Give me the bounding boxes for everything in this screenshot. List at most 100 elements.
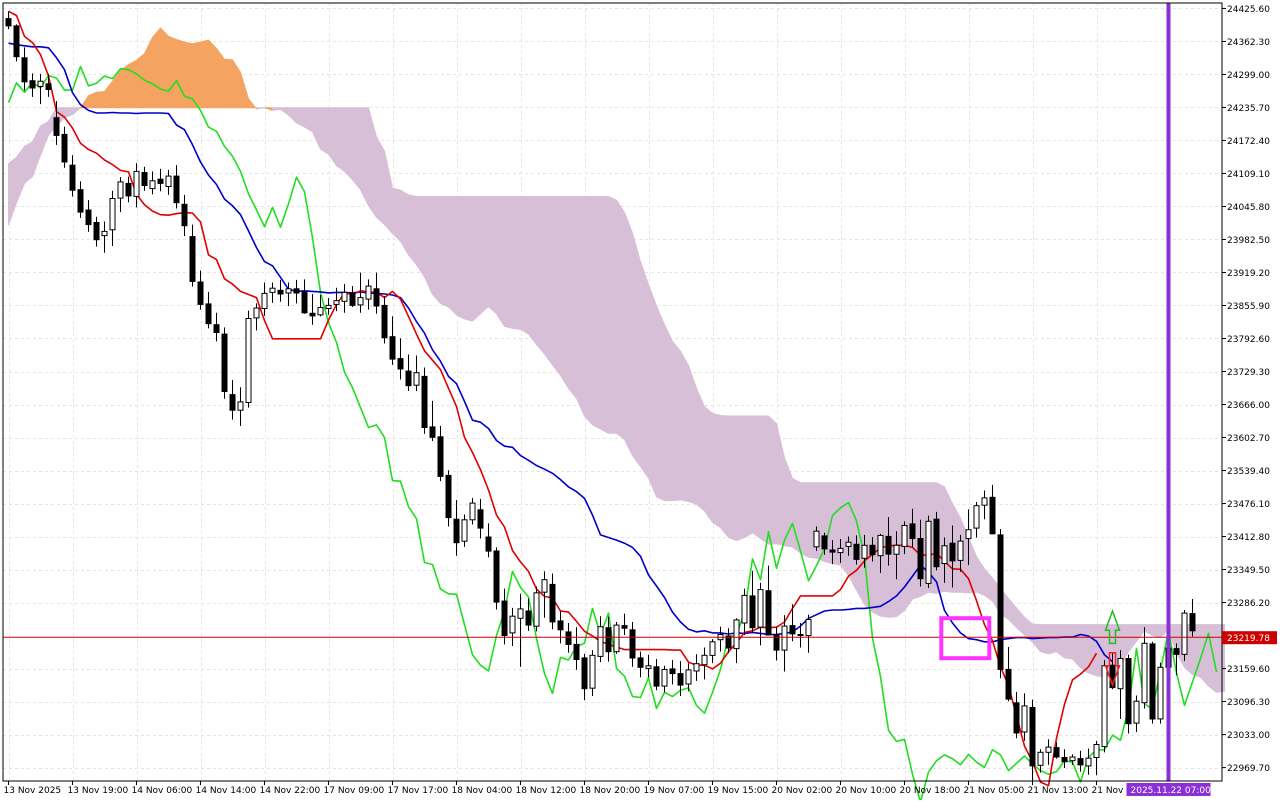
candle-bullish <box>645 665 652 669</box>
candle-bullish <box>325 304 332 309</box>
candle-bullish <box>253 307 260 319</box>
cloud-bearish-segment <box>256 107 265 110</box>
candle-bullish <box>685 669 692 685</box>
time-tick-label: 14 Nov 22:00 <box>260 786 321 796</box>
candle-bearish <box>13 25 20 58</box>
candle-bullish <box>957 540 964 561</box>
cloud-bearish-segment <box>8 107 82 226</box>
candle-bearish <box>581 657 588 690</box>
candle-bearish <box>349 292 356 306</box>
candle-bearish <box>1005 668 1012 700</box>
candle-bullish <box>1141 642 1148 704</box>
candle-bullish <box>285 288 292 294</box>
candle-bullish <box>845 541 852 547</box>
candle-bullish <box>509 615 516 634</box>
candle-bullish <box>701 654 708 666</box>
time-tick-label: 19 Nov 07:00 <box>644 786 705 796</box>
time-tick-label: 17 Nov 17:00 <box>388 786 449 796</box>
candle-bearish <box>637 657 644 668</box>
candle-bullish <box>1157 666 1164 720</box>
candle-bearish <box>189 236 196 282</box>
candle-bullish <box>901 525 908 547</box>
candle-bearish <box>277 289 284 295</box>
candle-bearish <box>501 600 508 636</box>
price-tick-label: 23792.60 <box>1227 335 1270 345</box>
candle-bearish <box>1149 643 1156 720</box>
time-tick-label: 20 Nov 10:00 <box>836 786 897 796</box>
candle-bullish <box>733 619 740 650</box>
candle-bullish <box>1133 700 1140 724</box>
time-tick-label: 19 Nov 15:00 <box>708 786 769 796</box>
candle-bullish <box>245 318 252 403</box>
candle-bearish <box>605 627 612 653</box>
price-tick-label: 23602.70 <box>1227 434 1270 444</box>
candle-bullish <box>597 626 604 657</box>
candle-bearish <box>45 83 52 91</box>
candle-bearish <box>669 668 676 675</box>
price-tick-label: 24172.40 <box>1227 137 1270 147</box>
price-tick-label: 23159.60 <box>1227 665 1270 675</box>
candle-bullish <box>861 544 868 559</box>
candle-bearish <box>1053 747 1060 758</box>
candle-bearish <box>933 518 940 568</box>
candle-bullish <box>757 589 764 628</box>
candle-bearish <box>213 324 220 334</box>
time-tick-label: 21 Nov 2 <box>1092 786 1132 796</box>
candle-bearish <box>205 303 212 325</box>
candle-bearish <box>765 590 772 636</box>
candle-bearish <box>869 544 876 556</box>
candle-bullish <box>469 502 476 521</box>
candle-bullish <box>877 534 884 557</box>
time-tick-label: 21 Nov 13:00 <box>1028 786 1089 796</box>
candle-bullish <box>1069 756 1076 762</box>
price-tick-label: 22969.70 <box>1227 764 1270 774</box>
overlays <box>3 3 1222 781</box>
candle-bearish <box>493 550 500 603</box>
vertical-marker-label: 2025.11.22 07:00 <box>1131 786 1212 796</box>
candle-bearish <box>1189 613 1196 632</box>
candle-bearish <box>77 189 84 213</box>
candle-bullish <box>781 625 788 651</box>
candle-bearish <box>917 538 924 580</box>
candle-bullish <box>1021 705 1028 733</box>
candle-bearish <box>445 474 452 519</box>
price-tick-label: 24425.60 <box>1227 5 1270 15</box>
time-tick-label: 18 Nov 12:00 <box>516 786 577 796</box>
candle-bearish <box>797 634 804 636</box>
candle-bearish <box>29 80 36 89</box>
candle-bearish <box>549 583 556 623</box>
candle-bullish <box>1085 757 1092 767</box>
candle-bullish <box>261 292 268 309</box>
candle-bullish <box>1045 746 1052 753</box>
candle-bearish <box>373 288 380 307</box>
candle-bearish <box>477 509 484 529</box>
candle-bearish <box>5 18 12 27</box>
kumo-cloud <box>8 27 1225 693</box>
time-tick-label: 14 Nov 06:00 <box>132 786 193 796</box>
candle-bearish <box>949 542 956 562</box>
highlight-box <box>939 616 992 661</box>
candle-bearish <box>293 288 300 294</box>
candle-bullish <box>517 608 524 619</box>
candle-bearish <box>885 535 892 555</box>
candle-bearish <box>181 203 188 227</box>
candle-bullish <box>117 181 124 199</box>
candle-bearish <box>725 635 732 649</box>
chikou-span-line <box>7 65 1218 803</box>
candle-bearish <box>557 620 564 631</box>
candles <box>5 11 1196 781</box>
candle-bearish <box>229 394 236 411</box>
candle-bearish <box>381 304 388 339</box>
candle-bullish <box>613 624 620 653</box>
candle-bullish <box>693 663 700 672</box>
candle-bearish <box>85 209 92 226</box>
price-tick-label: 23096.30 <box>1227 698 1270 708</box>
candle-bullish <box>589 654 596 689</box>
price-tick-label: 23476.10 <box>1227 500 1270 510</box>
current-price-badge <box>1222 631 1277 645</box>
time-tick-label: 18 Nov 20:00 <box>580 786 641 796</box>
time-tick-label: 13 Nov 2025 <box>4 786 62 796</box>
